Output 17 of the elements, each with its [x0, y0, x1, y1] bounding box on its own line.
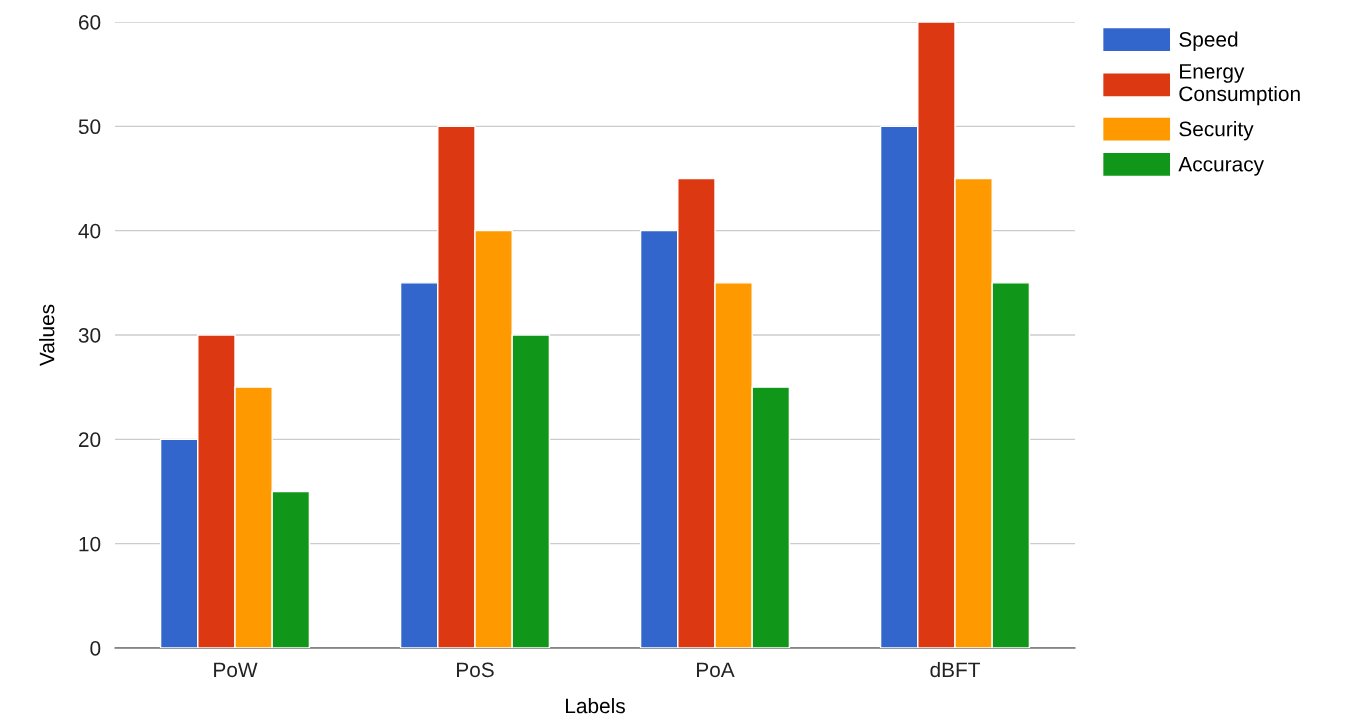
y-tick-label: 10 — [79, 536, 101, 552]
x-axis-title: Labels — [566, 697, 625, 714]
legend-label: Speed — [1179, 31, 1238, 51]
legend-label: Accuracy — [1178, 157, 1264, 176]
y-tick-label: 40 — [78, 223, 101, 239]
x-tick-label: dBFT — [930, 661, 980, 678]
y-tick-label: 0 — [90, 641, 101, 656]
y-tick-label: 30 — [78, 328, 101, 343]
x-tick-label: PoA — [697, 662, 735, 678]
x-tick-label: PoW — [214, 662, 258, 678]
y-tick-label: 60 — [79, 15, 101, 30]
y-tick-label: 50 — [78, 119, 101, 135]
y-axis-title: Values — [39, 304, 55, 366]
y-tick-label: 20 — [78, 432, 101, 448]
legend-label: Energy Consumption — [1179, 64, 1300, 106]
legend-label: Security — [1179, 121, 1254, 141]
x-tick-label: PoS — [457, 662, 494, 678]
